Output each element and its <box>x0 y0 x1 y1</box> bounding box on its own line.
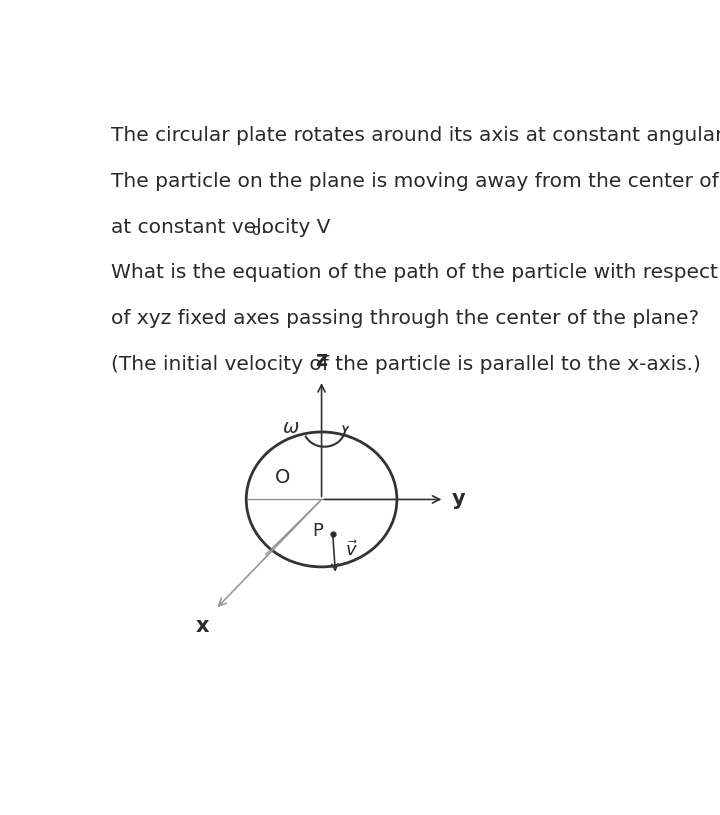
Text: O: O <box>275 468 290 487</box>
Text: What is the equation of the path of the particle with respect to the set: What is the equation of the path of the … <box>111 263 720 283</box>
Text: The circular plate rotates around its axis at constant angular velocity.: The circular plate rotates around its ax… <box>111 126 720 145</box>
Text: x: x <box>195 615 209 636</box>
Text: at constant velocity V: at constant velocity V <box>111 218 330 236</box>
Text: y: y <box>452 490 466 509</box>
Text: The particle on the plane is moving away from the center of the plane: The particle on the plane is moving away… <box>111 172 720 191</box>
Text: of xyz fixed axes passing through the center of the plane?: of xyz fixed axes passing through the ce… <box>111 309 699 328</box>
Text: z: z <box>315 350 328 370</box>
Text: (The initial velocity of the particle is parallel to the x-axis.): (The initial velocity of the particle is… <box>111 355 701 374</box>
Text: $\vec{v}$: $\vec{v}$ <box>345 540 358 560</box>
Text: o: o <box>251 222 260 238</box>
Text: .: . <box>261 218 267 236</box>
Text: $\omega$: $\omega$ <box>282 418 300 438</box>
Text: P: P <box>312 522 323 540</box>
